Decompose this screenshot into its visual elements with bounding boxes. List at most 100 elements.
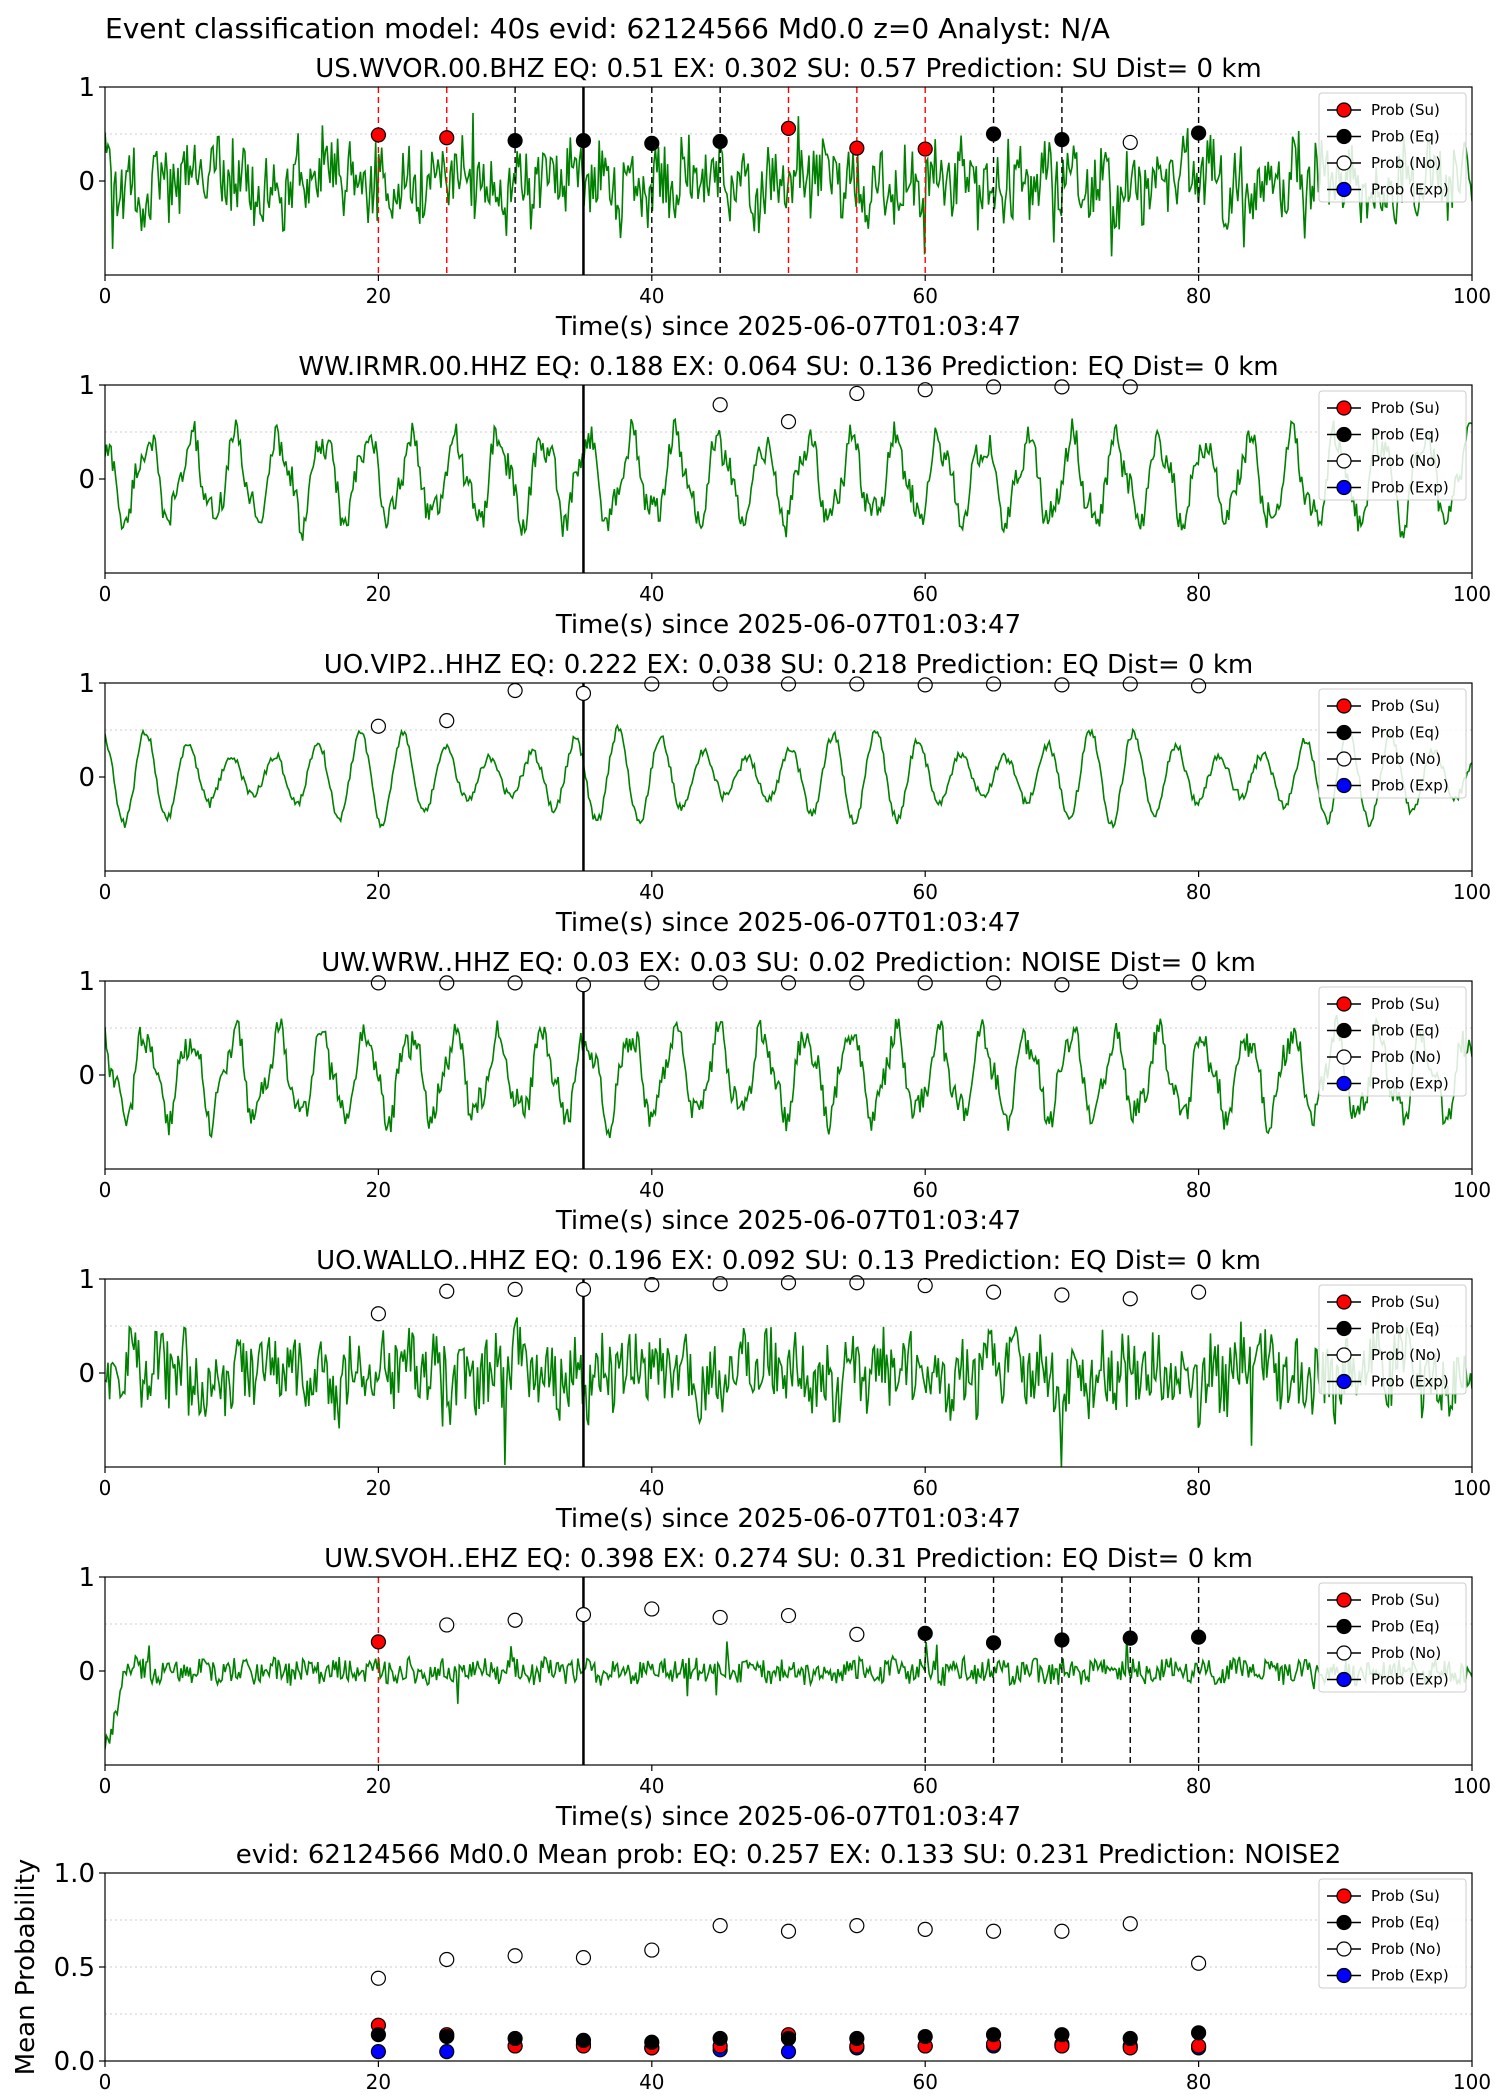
x-tick-label: 60	[912, 1774, 937, 1798]
x-tick-label: 0	[99, 1476, 112, 1500]
mean-point-su	[1190, 2038, 1207, 2054]
legend-marker	[1336, 1373, 1352, 1390]
prob-point-no	[712, 1609, 728, 1626]
y-tick-label: 1	[78, 371, 95, 401]
legend-label: Prob (Su)	[1371, 101, 1440, 119]
legend-box	[1318, 986, 1467, 1097]
x-tick-label: 0	[99, 1774, 112, 1798]
prob-point-no	[1122, 676, 1138, 692]
y-tick-label: 0	[78, 1061, 95, 1091]
legend-label: Prob (Eq)	[1371, 1914, 1440, 1932]
panel-title: UO.VIP2..HHZ EQ: 0.222 EX: 0.038 SU: 0.2…	[324, 650, 1254, 680]
legend-marker	[1336, 777, 1352, 794]
mean-point-eq	[849, 2030, 865, 2047]
x-tick-label: 0	[99, 284, 112, 308]
legend-label: Prob (No)	[1371, 1346, 1441, 1364]
legend-marker	[1336, 1075, 1352, 1092]
prob-point-no	[644, 676, 660, 692]
panel-1: US.WVOR.00.BHZ EQ: 0.51 EX: 0.302 SU: 0.…	[78, 54, 1491, 342]
axes-frame	[104, 980, 1473, 1170]
x-axis-label: Time(s) since 2025-06-07T01:03:47	[555, 1206, 1021, 1236]
mean-point-eq	[507, 2030, 523, 2047]
legend-marker	[1336, 102, 1352, 118]
mean-point-no	[1190, 1955, 1207, 1971]
prob-point-no	[439, 712, 455, 729]
legend-marker	[1336, 400, 1352, 416]
prob-point-no	[1190, 975, 1207, 991]
x-tick-label: 20	[366, 284, 391, 308]
panel-5: UO.WALLO..HHZ EQ: 0.196 EX: 0.092 SU: 0.…	[78, 1246, 1491, 1534]
y-tick-label: 0	[78, 1657, 95, 1687]
prob-point-no	[1122, 134, 1138, 151]
legend-label: Prob (Exp)	[1371, 181, 1449, 199]
prob-point-no	[849, 1626, 865, 1642]
prob-point-no	[644, 975, 660, 991]
legend-marker	[1336, 724, 1352, 741]
panel-4: UW.WRW..HHZ EQ: 0.03 EX: 0.03 SU: 0.02 P…	[78, 948, 1491, 1236]
waveform-line	[105, 1636, 1472, 1750]
mean-point-exp	[780, 2044, 797, 2060]
prob-point-no	[575, 977, 592, 993]
prob-point-no	[507, 1612, 523, 1628]
legend-label: Prob (Su)	[1371, 1591, 1440, 1609]
panel-title: UO.WALLO..HHZ EQ: 0.196 EX: 0.092 SU: 0.…	[316, 1246, 1261, 1276]
legend-label: Prob (Exp)	[1371, 1671, 1449, 1689]
prob-point-no	[439, 1283, 455, 1299]
prob-point-no	[985, 676, 1002, 692]
x-tick-label: 20	[366, 1476, 391, 1500]
mean-point-no	[439, 1951, 455, 1968]
x-tick-label: 80	[1186, 284, 1211, 308]
y-tick-label: 1	[78, 967, 95, 997]
prob-point-no	[1054, 1287, 1070, 1303]
x-tick-label: 0	[99, 880, 112, 904]
mean-point-eq	[575, 2032, 592, 2048]
x-tick-label: 60	[912, 1178, 937, 1202]
prob-point-no	[507, 1281, 523, 1297]
y-tick-label: 1	[78, 1265, 95, 1295]
prob-point-no	[917, 1277, 933, 1294]
y-tick-label: 1	[78, 73, 95, 103]
x-tick-label: 80	[1186, 2070, 1211, 2094]
prob-point-no	[985, 1284, 1002, 1300]
x-tick-label: 60	[912, 2070, 937, 2094]
legend-label: Prob (Exp)	[1371, 777, 1449, 795]
waveform-line	[105, 1317, 1472, 1467]
x-tick-label: 80	[1186, 582, 1211, 606]
x-tick-label: 20	[366, 880, 391, 904]
x-tick-label: 100	[1453, 2070, 1491, 2094]
y-tick-label: 0	[78, 763, 95, 793]
y-tick-label: 1	[78, 669, 95, 699]
x-tick-label: 40	[639, 582, 664, 606]
legend-marker	[1336, 1967, 1352, 1984]
waveform-line	[105, 417, 1472, 541]
x-tick-label: 100	[1453, 880, 1491, 904]
mean-point-eq	[985, 2027, 1002, 2043]
legend-label: Prob (Exp)	[1371, 1075, 1449, 1093]
x-tick-label: 20	[366, 2070, 391, 2094]
legend-label: Prob (No)	[1371, 154, 1441, 172]
prob-point-no	[1190, 678, 1207, 694]
x-tick-label: 80	[1186, 1774, 1211, 1798]
mean-point-no	[712, 1918, 728, 1934]
y-tick-label: 0.0	[54, 2047, 95, 2077]
prob-point-eq	[1122, 1630, 1138, 1646]
prob-point-no	[780, 975, 797, 991]
prob-point-no	[712, 676, 728, 692]
mean-point-no	[644, 1942, 660, 1958]
legend-label: Prob (Eq)	[1371, 128, 1440, 146]
prob-point-no	[917, 677, 933, 693]
x-tick-label: 100	[1453, 1476, 1491, 1500]
legend-label: Prob (Exp)	[1371, 1967, 1449, 1985]
mean-point-eq	[439, 2028, 455, 2045]
prob-point-no	[1122, 379, 1138, 395]
panel-title: evid: 62124566 Md0.0 Mean prob: EQ: 0.25…	[236, 1840, 1342, 1870]
x-tick-label: 100	[1453, 582, 1491, 606]
axes-frame	[104, 682, 1473, 872]
mean-point-no	[780, 1923, 797, 1939]
x-tick-label: 40	[639, 2070, 664, 2094]
mean-point-no	[849, 1918, 865, 1934]
panel-2: WW.IRMR.00.HHZ EQ: 0.188 EX: 0.064 SU: 0…	[78, 352, 1491, 640]
prob-point-no	[985, 379, 1002, 395]
x-tick-label: 60	[912, 1476, 937, 1500]
panel-title: WW.IRMR.00.HHZ EQ: 0.188 EX: 0.064 SU: 0…	[298, 352, 1278, 382]
